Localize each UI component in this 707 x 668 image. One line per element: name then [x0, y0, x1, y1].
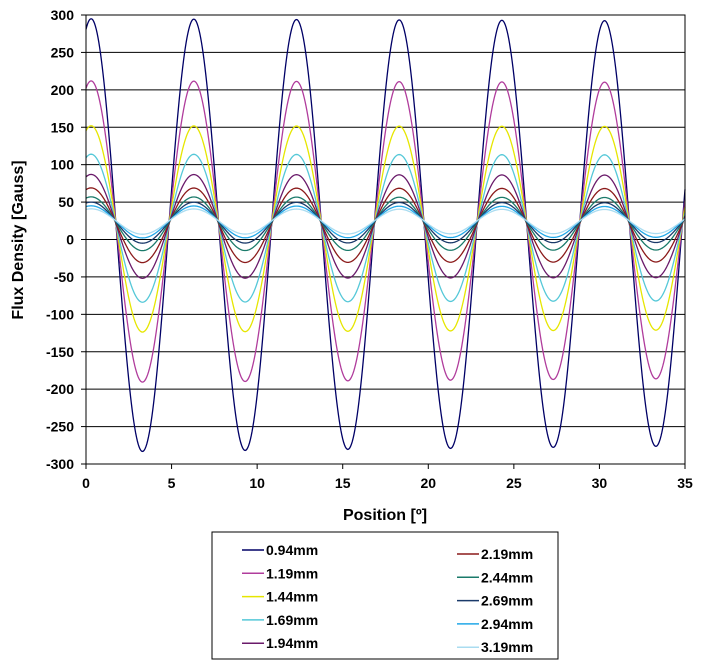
y-tick-label: 100: [51, 157, 75, 173]
x-tick-label: 30: [592, 475, 608, 491]
x-tick-label: 10: [249, 475, 265, 491]
y-tick-label: -250: [46, 419, 74, 435]
axes: [81, 14, 686, 469]
x-tick-label: 15: [335, 475, 351, 491]
legend: 0.94mm 1.19mm 1.44mm 1.69mm 1.94mm 2.19mm 2.44…: [211, 531, 559, 660]
legend-label-2.94mm: 2.94mm: [481, 616, 533, 632]
series-line-1.69mm: [85, 153, 686, 303]
y-tick-label: -200: [46, 381, 74, 397]
x-tick-label: 25: [506, 475, 522, 491]
plot-area-frame: [85, 14, 686, 465]
y-tick-label: -50: [54, 269, 74, 285]
series-line-2.69mm: [85, 201, 686, 244]
series-line-1.44mm: [85, 125, 686, 333]
y-tick-label: 50: [58, 194, 74, 210]
y-tick-label: 150: [51, 119, 75, 135]
y-tick-label: 300: [51, 7, 75, 23]
series-line-1.94mm: [85, 173, 686, 279]
legend-label-1.19mm: 1.19mm: [266, 565, 318, 581]
y-tick-label: -150: [46, 344, 74, 360]
series-line-2.19mm: [85, 187, 686, 264]
legend-label-1.69mm: 1.69mm: [266, 612, 318, 628]
legend-label-0.94mm: 0.94mm: [266, 542, 318, 558]
legend-box: [211, 531, 559, 660]
legend-label-1.94mm: 1.94mm: [266, 635, 318, 651]
series-line-2.94mm: [85, 205, 686, 239]
series-line-3.19mm: [85, 208, 686, 235]
x-tick-label: 35: [677, 475, 693, 491]
x-tick-label: 5: [168, 475, 176, 491]
legend-label-2.44mm: 2.44mm: [481, 569, 533, 585]
legend-label-3.19mm: 3.19mm: [481, 639, 533, 655]
y-tick-label: -300: [46, 456, 74, 472]
x-axis-title: Position [º]: [343, 507, 427, 524]
tick-labels: -300-250-200-150-100-5005010015020025030…: [46, 7, 693, 491]
y-tick-label: -100: [46, 306, 74, 322]
x-tick-label: 20: [420, 475, 436, 491]
series-lines: [85, 18, 686, 453]
y-tick-label: 250: [51, 44, 75, 60]
series-line-2.44mm: [85, 196, 686, 252]
y-axis-title: Flux Density [Gauss]: [10, 160, 27, 319]
series-line-1.19mm: [85, 80, 686, 383]
y-tick-label: 0: [66, 232, 74, 248]
legend-label-2.19mm: 2.19mm: [481, 546, 533, 562]
x-tick-label: 0: [82, 475, 90, 491]
series-line-0.94mm: [85, 18, 686, 453]
legend-label-1.44mm: 1.44mm: [266, 589, 318, 605]
y-tick-label: 200: [51, 82, 75, 98]
legend-label-2.69mm: 2.69mm: [481, 593, 533, 609]
